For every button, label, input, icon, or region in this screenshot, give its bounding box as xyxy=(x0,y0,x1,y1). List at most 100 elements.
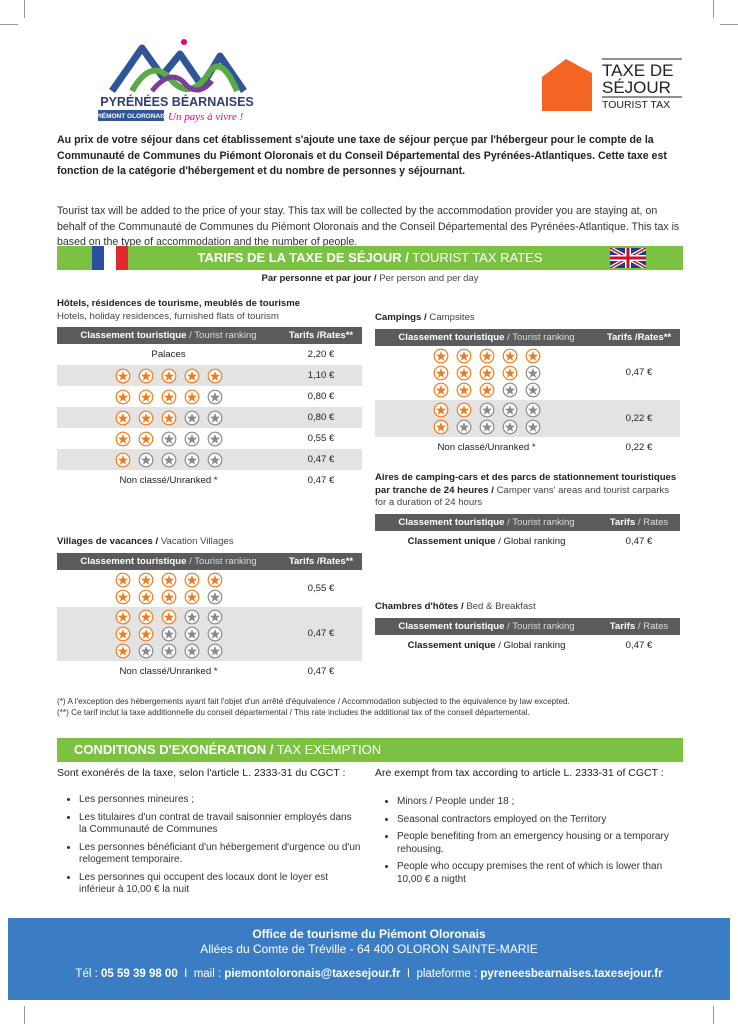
header-bold: Tarifs xyxy=(609,516,636,528)
rate-table-block: Aires de camping-cars et des parcs de st… xyxy=(375,472,680,552)
table-row: 0,80 € xyxy=(57,407,362,428)
table-heading: Campings / Campsites xyxy=(375,312,680,325)
table-heading-fr: Chambres d'hôtes / xyxy=(375,601,464,612)
rate-table: Classement touristique / Tourist ranking… xyxy=(375,328,680,458)
table-row: 0,55 € xyxy=(57,570,362,607)
table-row: Non classé/Unranked * 0,47 € xyxy=(57,470,362,491)
header-bold: Tarifs /Rates** xyxy=(288,555,354,567)
table-heading-fr: Villages de vacances / xyxy=(57,536,159,547)
header-light: / Tourist ranking xyxy=(186,330,257,341)
header-cell: Classement touristique / Tourist ranking xyxy=(375,513,598,531)
tax-logo-line2: SÉJOUR xyxy=(602,78,671,97)
header-bold: Classement touristique xyxy=(398,620,505,632)
star-rating xyxy=(115,368,222,383)
rate-cell: 0,22 € xyxy=(625,441,653,453)
header-light: / Rates xyxy=(635,620,669,632)
rate-cell: 1,10 € xyxy=(280,365,362,386)
exemption-en-intro: Are exempt from tax according to article… xyxy=(375,767,664,779)
logo-dot xyxy=(181,39,187,45)
ranking-cell xyxy=(375,399,598,437)
logo-house xyxy=(542,59,592,111)
rate-cell: 2,20 € xyxy=(307,349,335,360)
tel: 05 59 39 98 00 xyxy=(100,968,178,980)
footer-contact: Tél : 05 59 39 98 00 I mail : piemontolo… xyxy=(8,968,730,980)
header-bold: Classement touristique xyxy=(80,555,187,567)
rate-cell: 0,55 € xyxy=(307,582,335,594)
header-bold: Classement touristique xyxy=(80,330,187,341)
brand-name: PYRÉNÉES BÉARNAISES xyxy=(100,94,254,109)
star-rating xyxy=(433,419,540,434)
star-rating xyxy=(433,348,540,363)
table-row: Classement unique / Global ranking 0,47 € xyxy=(375,635,680,656)
logo-mountain xyxy=(150,74,214,93)
star-rating xyxy=(433,402,540,417)
header-bold: Tarifs xyxy=(609,620,636,632)
ranking-label: Non classé/Unranked * xyxy=(119,665,218,677)
table-heading-fr: Aires de camping-cars et des parcs de st… xyxy=(375,472,677,496)
footnote: (*) A l'exception des hébergements ayant… xyxy=(57,697,570,706)
table-row: Classement unique / Global ranking 0,47 € xyxy=(375,531,680,552)
footnotes: (*) A l'exception des hébergements ayant… xyxy=(57,696,570,718)
ranking-cell xyxy=(57,606,280,661)
crop-mark xyxy=(0,24,18,25)
exemption-item: Seasonal contractors employed on the Ter… xyxy=(397,814,687,827)
exemption-item: Les titulaires d'un contrat de travail s… xyxy=(79,812,362,837)
footer-office: Office de tourisme du Piémont Oloronais xyxy=(252,927,486,941)
rates-title-fr: TARIFS DE LA TAXE DE SÉJOUR / xyxy=(197,250,409,265)
table-heading-fr: Campings / xyxy=(375,312,427,323)
exemption-item: Les personnes mineures ; xyxy=(79,794,362,807)
footnote: (**) Ce tarif inclut la taxe additionnel… xyxy=(57,708,530,717)
ranking-cell: Non classé/Unranked * xyxy=(57,661,280,682)
crop-mark xyxy=(720,24,738,25)
logo-mountain xyxy=(109,44,247,94)
brand-sub-bg xyxy=(98,110,164,121)
rate-table-block: Campings / Campsites Classement touristiq… xyxy=(375,312,680,458)
rate-cell: 0,47 € xyxy=(307,475,335,486)
tax-logo-line1: TAXE DE xyxy=(602,61,673,80)
rate-cell: 0,47 € xyxy=(280,449,362,470)
rate-cell: 0,22 € xyxy=(598,399,680,437)
exemption-fr-list: Les personnes mineures ; Les titulaires d… xyxy=(57,794,362,902)
exemption-item: Minors / People under 18 ; xyxy=(397,796,687,809)
table-heading-en: Vacation Villages xyxy=(158,536,234,547)
ranking-cell: Palaces xyxy=(57,344,280,365)
ranking-cell xyxy=(375,346,598,400)
tax-logo: TAXE DE SÉJOUR TOURIST TAX xyxy=(542,58,682,111)
mail: piemontoloronais@taxesejour.fr xyxy=(224,968,401,980)
ranking-bold: Classement unique xyxy=(407,535,496,547)
table-heading-en: Camper vans' areas and tourist carparks … xyxy=(375,484,670,509)
rate-cell: 0,47 € xyxy=(307,665,335,677)
crop-mark xyxy=(713,1006,714,1024)
star-rating xyxy=(115,626,222,641)
rate-table: Classement touristique / Tourist ranking… xyxy=(375,513,680,552)
header-light: / Rates xyxy=(635,516,669,528)
star-rating xyxy=(115,431,222,446)
rates-title-en: TOURIST TAX RATES xyxy=(408,250,543,265)
table-heading: Chambres d'hôtes / Bed & Breakfast xyxy=(375,601,680,614)
exemption-title: CONDITIONS D'EXONÉRATION / TAX EXEMPTION xyxy=(57,738,683,762)
ranking-cell xyxy=(57,428,280,449)
star-rating xyxy=(115,389,222,404)
header-cell: Classement touristique / Tourist ranking xyxy=(57,327,280,344)
rate-table: Classement touristique / Tourist ranking… xyxy=(57,327,362,491)
intro-en: Tourist tax will be added to the price o… xyxy=(57,205,680,248)
header-light: / Tourist ranking xyxy=(504,516,575,528)
table-row: Palaces 2,20 € xyxy=(57,344,362,365)
ranking-cell: Non classé/Unranked * xyxy=(375,437,598,458)
table-row: 0,47 € xyxy=(375,346,680,400)
mail-label: I mail : xyxy=(177,968,225,980)
exemption-item: People who occupy premises the rent of w… xyxy=(397,861,687,886)
ranking-label: Non classé/Unranked * xyxy=(437,441,536,453)
table-header-row: Classement touristique / Tourist ranking… xyxy=(57,327,362,344)
rate-cell: 0,47 € xyxy=(625,535,653,547)
table-header-row: Classement touristique / Tourist ranking… xyxy=(375,513,680,531)
brand-tagline: Un pays à vivre ! xyxy=(168,111,244,123)
table-row: 1,10 € xyxy=(57,365,362,386)
table-row: 0,47 € xyxy=(57,449,362,470)
crop-mark xyxy=(713,0,714,18)
rate-table: Classement touristique / Tourist ranking… xyxy=(375,617,680,656)
table-row: Non classé/Unranked * 0,47 € xyxy=(57,661,362,682)
rate-table-block: Chambres d'hôtes / Bed & Breakfast Classe… xyxy=(375,601,680,656)
exemption-item: Les personnes bénéficiant d'un hébergeme… xyxy=(79,842,362,867)
